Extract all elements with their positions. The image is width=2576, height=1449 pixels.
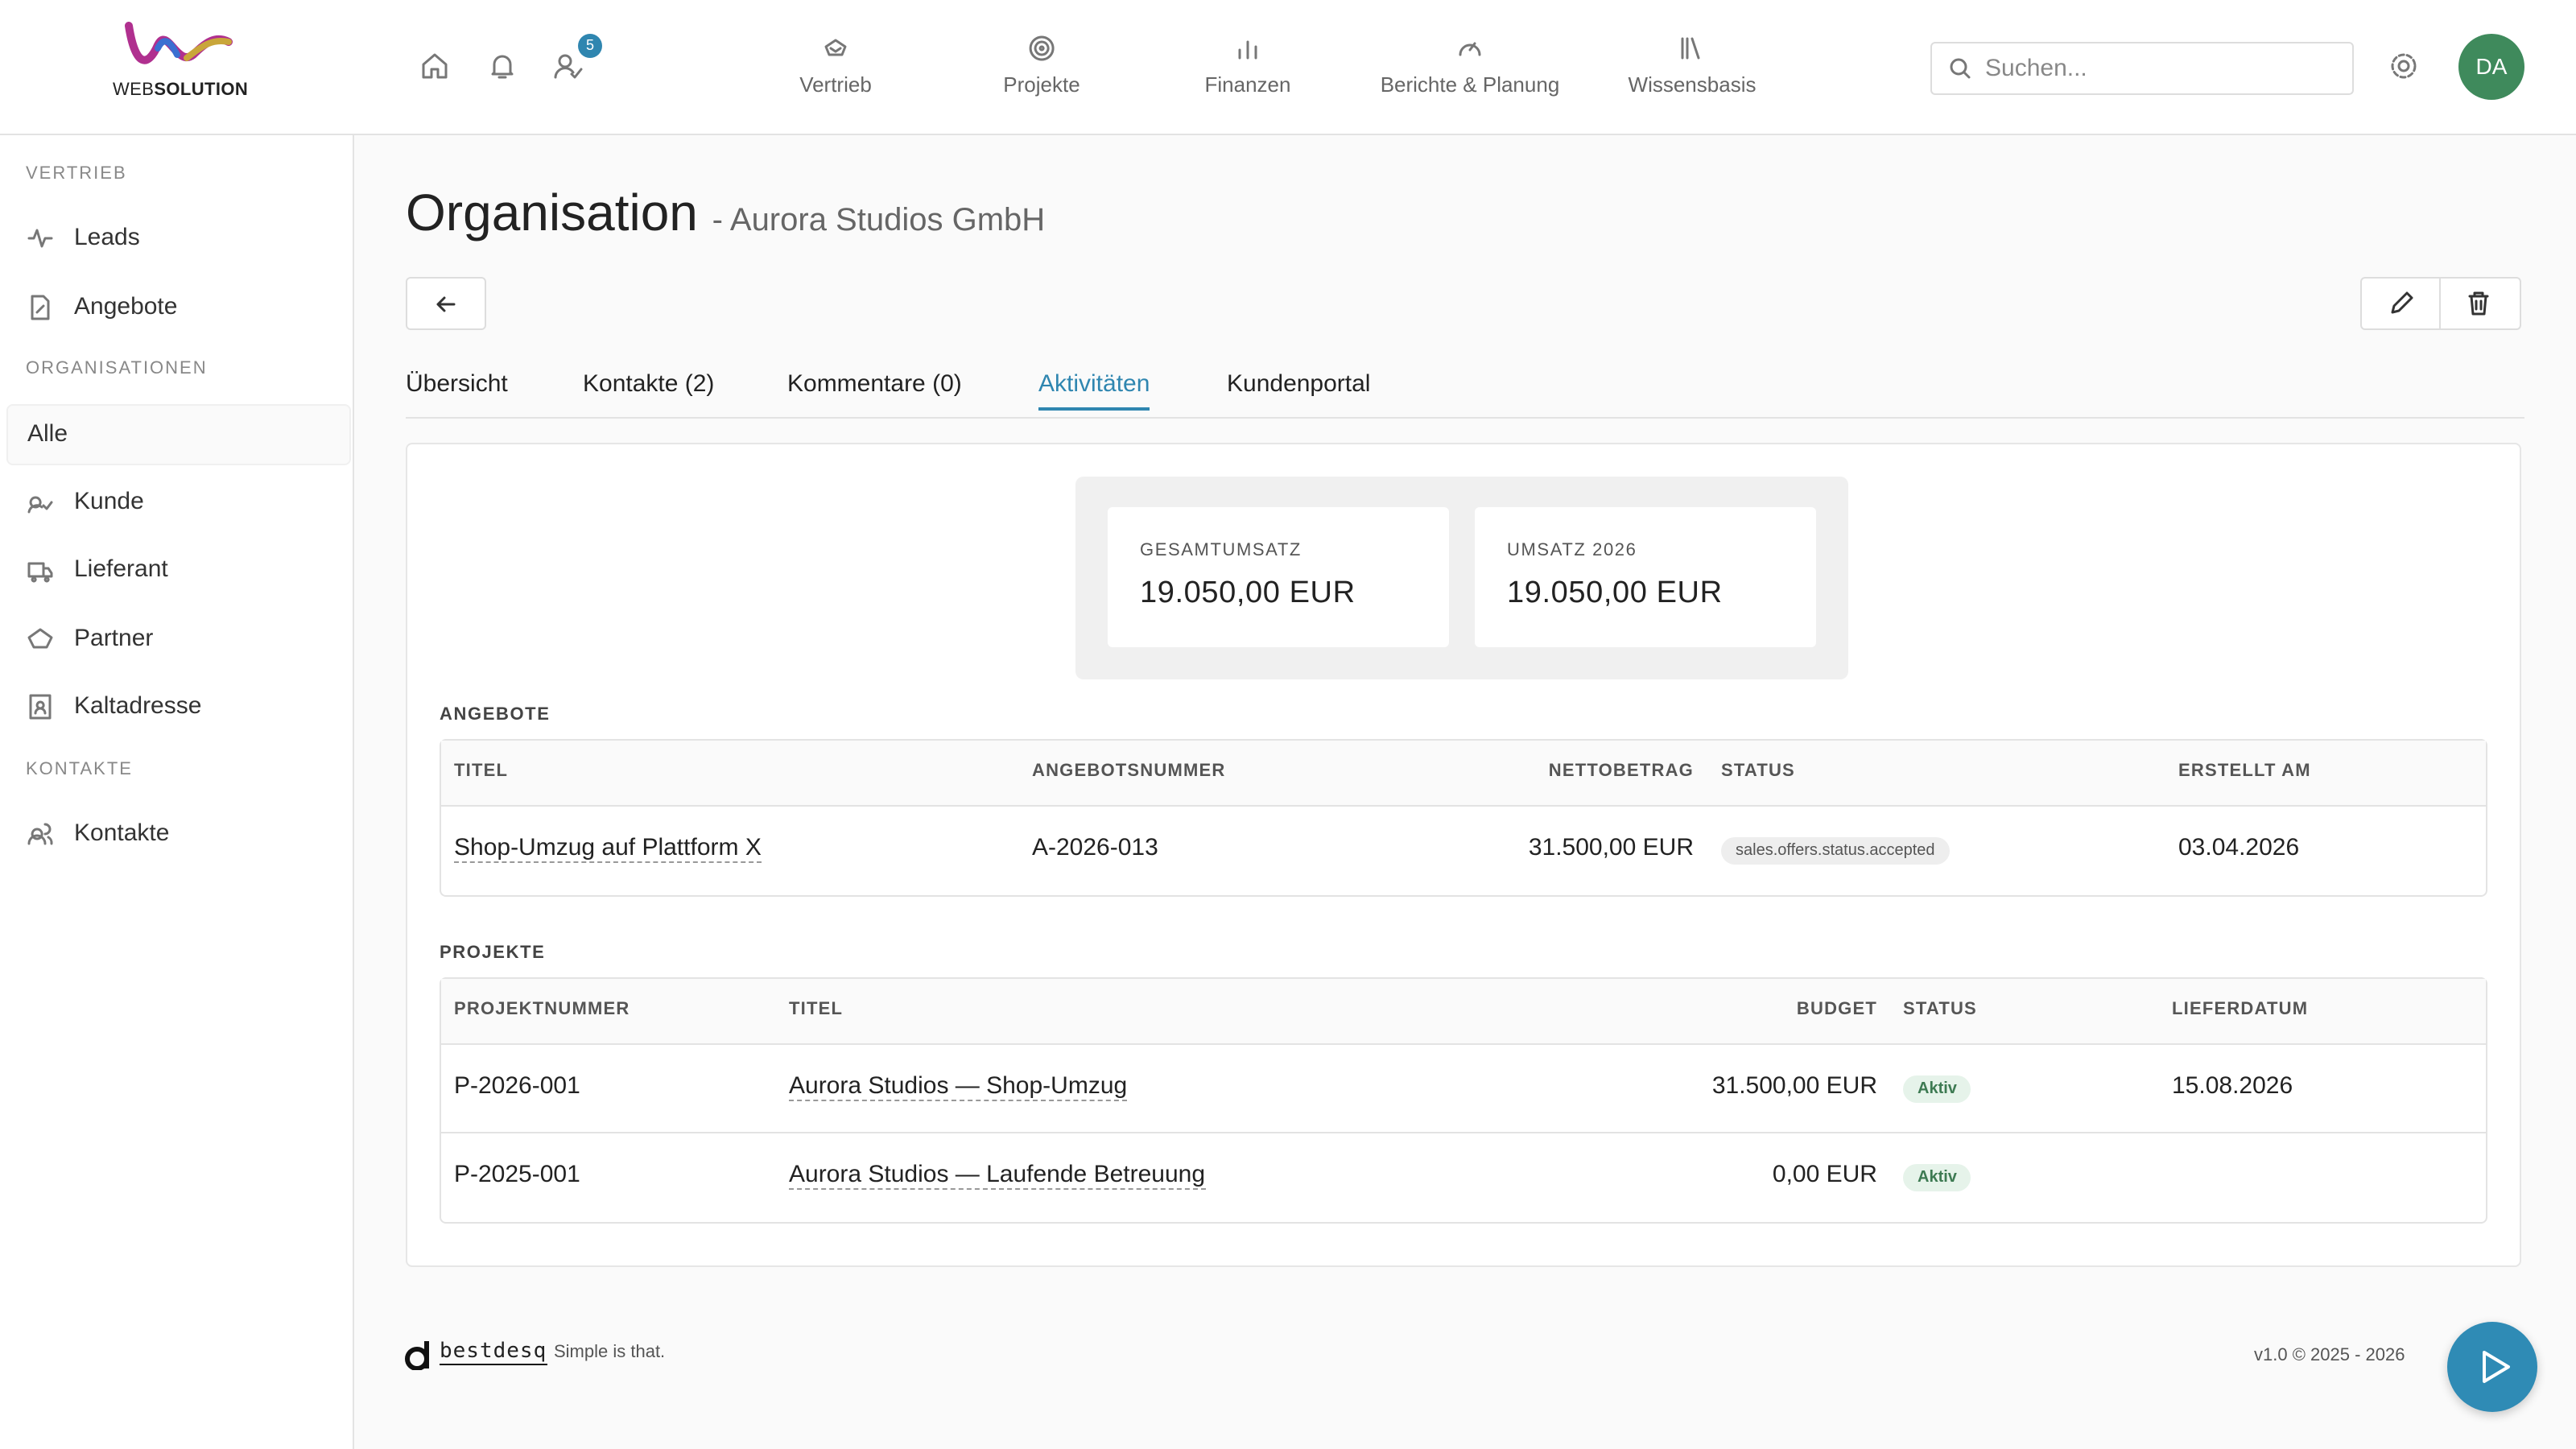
sidebar-icon bbox=[27, 495, 53, 513]
table-cell: P-2025-001 bbox=[454, 1161, 580, 1188]
footer-brand: bestdesq bbox=[440, 1340, 547, 1365]
table-header: PROJEKTNUMMER bbox=[454, 1000, 630, 1019]
sidebar-section-title: KONTAKTE bbox=[26, 759, 133, 778]
play-button[interactable] bbox=[2447, 1322, 2537, 1412]
sidebar-item[interactable]: Alle bbox=[6, 404, 351, 465]
table-cell: 15.08.2026 bbox=[2172, 1072, 2293, 1100]
logo-bold: SOLUTION bbox=[154, 80, 249, 100]
avatar[interactable]: DA bbox=[2458, 34, 2524, 100]
nav-item[interactable]: Projekte bbox=[1003, 72, 1080, 97]
table-cell: A-2026-013 bbox=[1032, 834, 1158, 861]
table-header: NETTOBETRAG bbox=[1548, 762, 1694, 781]
sidebar-section-title: VERTRIEB bbox=[26, 164, 127, 184]
sidebar-icon bbox=[29, 694, 52, 720]
table-header: ANGEBOTSNUMMER bbox=[1032, 762, 1226, 781]
nav-icon[interactable] bbox=[821, 34, 850, 63]
table-link[interactable]: Aurora Studios — Laufende Betreuung bbox=[789, 1161, 1206, 1190]
sidebar bbox=[0, 135, 354, 1449]
logo-text: WEBSOLUTION bbox=[113, 80, 248, 100]
search-placeholder: Suchen... bbox=[1985, 55, 2087, 82]
kpi-label: UMSATZ 2026 bbox=[1507, 541, 1637, 560]
table-header: STATUS bbox=[1903, 1000, 1977, 1019]
back-button[interactable] bbox=[406, 277, 486, 330]
sidebar-icon bbox=[27, 822, 53, 844]
row-divider bbox=[441, 1132, 2486, 1133]
search-icon bbox=[1950, 58, 1971, 79]
section-title: ANGEBOTE bbox=[440, 705, 551, 724]
delete-button[interactable] bbox=[2465, 290, 2492, 317]
table-link[interactable]: Aurora Studios — Shop-Umzug bbox=[789, 1072, 1128, 1101]
nav-item[interactable]: Vertrieb bbox=[799, 72, 872, 97]
title: Organisation bbox=[406, 184, 698, 242]
table-link[interactable]: Shop-Umzug auf Plattform X bbox=[454, 834, 762, 863]
table-cell: 03.04.2026 bbox=[2178, 834, 2300, 861]
sidebar-item[interactable]: Partner bbox=[74, 624, 154, 651]
table-header-bg bbox=[441, 741, 2486, 807]
settings-icon[interactable] bbox=[2388, 50, 2420, 82]
header: WEBSOLUTION 5 Suchen... DA bbox=[0, 0, 2576, 135]
bell-icon[interactable] bbox=[486, 50, 518, 82]
edit-button[interactable] bbox=[2388, 290, 2415, 317]
sidebar-item[interactable]: Kontakte bbox=[74, 819, 170, 846]
subtitle: - Aurora Studios GmbH bbox=[712, 203, 1046, 238]
sidebar-section-title: ORGANISATIONEN bbox=[26, 359, 208, 378]
logo-mark bbox=[125, 22, 233, 64]
table-cell: 0,00 EUR bbox=[1772, 1161, 1877, 1188]
footer-version: v1.0 © 2025 - 2026 bbox=[2254, 1346, 2405, 1365]
table-cell: 31.500,00 EUR bbox=[1528, 834, 1694, 861]
nav-item[interactable]: Finanzen bbox=[1204, 72, 1291, 97]
tab[interactable]: Kundenportal bbox=[1227, 370, 1371, 398]
sidebar-icon bbox=[27, 562, 53, 583]
section-title: PROJEKTE bbox=[440, 943, 546, 963]
sidebar-item[interactable]: Leads bbox=[74, 224, 140, 251]
status-badge: sales.offers.status.accepted bbox=[1721, 837, 1950, 865]
nav-item[interactable]: Berichte & Planung bbox=[1380, 72, 1560, 97]
nav-icon[interactable] bbox=[1027, 34, 1056, 63]
sidebar-icon bbox=[27, 627, 53, 648]
sidebar-item[interactable]: Kunde bbox=[74, 487, 144, 514]
table-header: BUDGET bbox=[1796, 1000, 1877, 1019]
tab[interactable]: Kommentare (0) bbox=[787, 370, 962, 398]
table-cell: 31.500,00 EUR bbox=[1711, 1072, 1877, 1100]
kpi-value: 19.050,00 EUR bbox=[1140, 576, 1356, 610]
sidebar-item[interactable]: Lieferant bbox=[74, 555, 168, 583]
tab[interactable]: Übersicht bbox=[406, 370, 508, 398]
logo-light: WEB bbox=[113, 80, 155, 100]
kpi-value: 19.050,00 EUR bbox=[1507, 576, 1723, 610]
tabs-divider bbox=[406, 417, 2524, 419]
table-header: TITEL bbox=[789, 1000, 844, 1019]
nav-item[interactable]: Wissensbasis bbox=[1628, 72, 1757, 97]
page-title: Organisation - Aurora Studios GmbH bbox=[406, 184, 1045, 243]
tab[interactable]: Aktivitäten bbox=[1038, 370, 1150, 411]
table-header: LIEFERDATUM bbox=[2172, 1000, 2309, 1019]
search-box[interactable]: Suchen... bbox=[1930, 42, 2354, 95]
sidebar-item[interactable]: Kaltadresse bbox=[74, 692, 202, 720]
table-header: STATUS bbox=[1721, 762, 1795, 781]
nav-icon[interactable] bbox=[1455, 34, 1484, 63]
notification-badge: 5 bbox=[578, 34, 602, 58]
sidebar-icon bbox=[27, 229, 53, 248]
tab[interactable]: Kontakte (2) bbox=[583, 370, 715, 398]
footer-tagline: Simple is that. bbox=[554, 1343, 666, 1362]
kpi-card bbox=[1108, 507, 1449, 647]
user-icon[interactable] bbox=[552, 50, 584, 82]
status-badge: Aktiv bbox=[1903, 1164, 1971, 1191]
kpi-label: GESAMTUMSATZ bbox=[1140, 541, 1302, 560]
sidebar-item[interactable]: Angebote bbox=[74, 292, 178, 320]
nav-icon[interactable] bbox=[1678, 34, 1707, 63]
footer-logo bbox=[405, 1341, 429, 1370]
table-header-bg bbox=[441, 979, 2486, 1045]
sidebar-icon bbox=[31, 294, 50, 320]
status-badge: Aktiv bbox=[1903, 1075, 1971, 1103]
table-header: ERSTELLT AM bbox=[2178, 762, 2311, 781]
table-header: TITEL bbox=[454, 762, 509, 781]
table-cell: P-2026-001 bbox=[454, 1072, 580, 1100]
nav-icon[interactable] bbox=[1233, 34, 1262, 63]
kpi-card bbox=[1475, 507, 1816, 647]
home-icon[interactable] bbox=[419, 50, 451, 82]
action-buttons bbox=[2360, 277, 2521, 330]
